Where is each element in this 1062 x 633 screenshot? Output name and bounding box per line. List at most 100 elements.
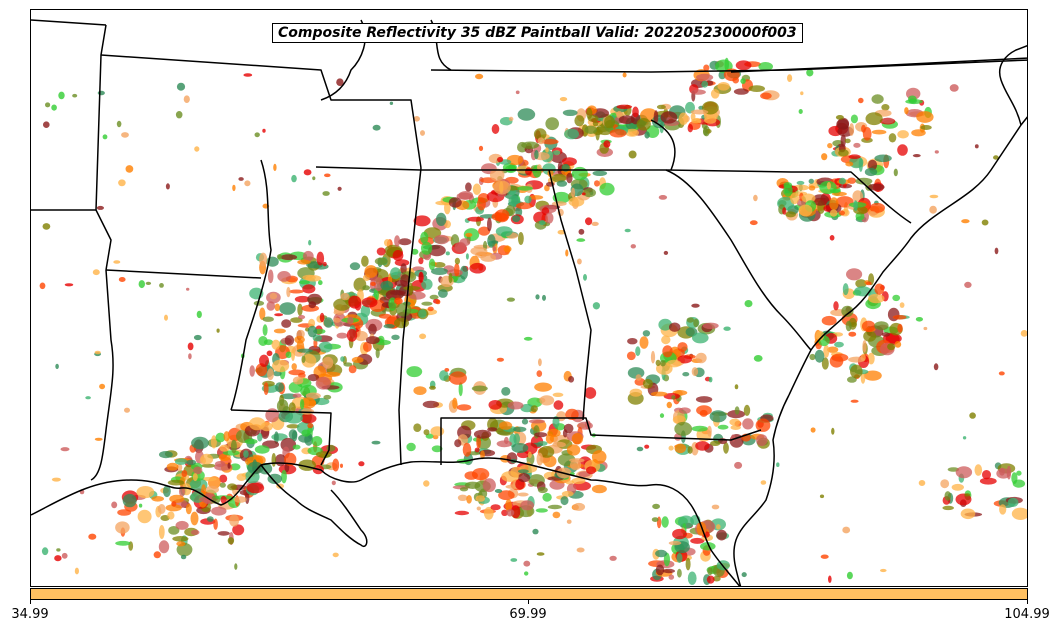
storm-cell (196, 310, 202, 319)
storm-cell (944, 491, 952, 501)
storm-cell (262, 324, 268, 336)
storm-cell (1011, 472, 1018, 484)
storm-cell (577, 258, 582, 265)
border-mo-ar (100, 54, 422, 169)
storm-cell (233, 496, 247, 503)
storm-cell (311, 436, 323, 447)
storm-cell (658, 318, 672, 331)
storm-cell (734, 384, 739, 390)
storm-cell (429, 385, 436, 390)
storm-cell (243, 73, 253, 77)
storm-cell (743, 404, 751, 416)
storm-cell (201, 477, 217, 482)
storm-cell (707, 425, 712, 437)
storm-cell (655, 359, 661, 367)
storm-cell (385, 289, 404, 301)
storm-cell (368, 323, 377, 335)
storm-cell (167, 511, 175, 520)
storm-cell (271, 339, 281, 350)
storm-cell (923, 326, 928, 331)
storm-cell (881, 117, 894, 124)
storm-cell (246, 482, 265, 494)
storm-cell (559, 97, 568, 102)
storm-cell (661, 335, 671, 345)
storm-cell (340, 292, 350, 301)
storm-cell (525, 167, 532, 176)
storm-cell (651, 517, 659, 522)
storm-cell (302, 274, 316, 281)
storm-cell (677, 568, 682, 578)
storm-cell (244, 438, 258, 445)
storm-cell (280, 254, 298, 261)
storm-cell (436, 212, 447, 226)
storm-cell (849, 123, 855, 136)
storm-cell (552, 441, 566, 448)
storm-cell (501, 509, 508, 516)
storm-cell (389, 101, 394, 106)
storm-cell (351, 356, 364, 363)
storm-cell (340, 463, 343, 468)
storm-cell (478, 145, 484, 151)
storm-cell (609, 555, 617, 561)
storm-cell (642, 330, 651, 337)
storm-cell (480, 450, 485, 460)
storm-cell (871, 129, 887, 135)
storm-cell (308, 239, 312, 246)
storm-cell (454, 257, 460, 265)
storm-cell (137, 509, 152, 524)
storm-cell (860, 372, 866, 384)
storm-cell (552, 511, 561, 519)
storm-cell (363, 341, 372, 352)
storm-cell (462, 442, 472, 457)
storm-cell (864, 167, 878, 177)
storm-cell (671, 395, 676, 400)
storm-cell (584, 387, 597, 399)
storm-cell (191, 436, 209, 450)
storm-cell (690, 89, 706, 95)
storm-cell (955, 466, 973, 479)
storm-cell (215, 432, 226, 443)
storm-cell (423, 480, 430, 487)
storm-cell (262, 316, 274, 322)
storm-cell (276, 254, 283, 260)
storm-cell (279, 302, 296, 315)
storm-cell (814, 349, 825, 363)
storm-cell (322, 371, 341, 377)
storm-cell (315, 451, 332, 458)
storm-cell (315, 376, 331, 390)
storm-cell (111, 501, 118, 509)
storm-cell (205, 485, 219, 494)
storm-cell (39, 282, 46, 290)
storm-cell (94, 437, 103, 441)
storm-cell (534, 149, 539, 160)
storm-cell (755, 418, 771, 432)
storm-cell (346, 328, 358, 342)
storm-cell (652, 503, 660, 510)
storm-cell (361, 255, 369, 267)
storm-cell (592, 302, 601, 310)
storm-cell (584, 125, 598, 134)
storm-cell (517, 473, 531, 483)
storm-cell (703, 64, 710, 72)
storm-cell (97, 90, 105, 96)
storm-cell (305, 392, 321, 400)
storm-cell (301, 429, 311, 437)
storm-cell (413, 215, 431, 227)
storm-cell (552, 150, 561, 155)
storm-cell (842, 526, 851, 534)
border-va-nc (730, 57, 1027, 73)
storm-cell (232, 524, 245, 536)
storm-cell (456, 404, 472, 411)
storm-cell (291, 174, 297, 183)
storm-cell (472, 183, 481, 195)
storm-cell (54, 555, 62, 562)
storm-cell (962, 436, 967, 440)
storm-cell (748, 85, 765, 92)
storm-cell (571, 187, 576, 198)
colorbar-tick-mid (528, 600, 529, 604)
storm-cell (347, 316, 354, 325)
storm-cell (194, 146, 200, 152)
storm-cell (286, 424, 300, 429)
storm-cell (163, 485, 171, 498)
storm-cell (41, 547, 49, 556)
